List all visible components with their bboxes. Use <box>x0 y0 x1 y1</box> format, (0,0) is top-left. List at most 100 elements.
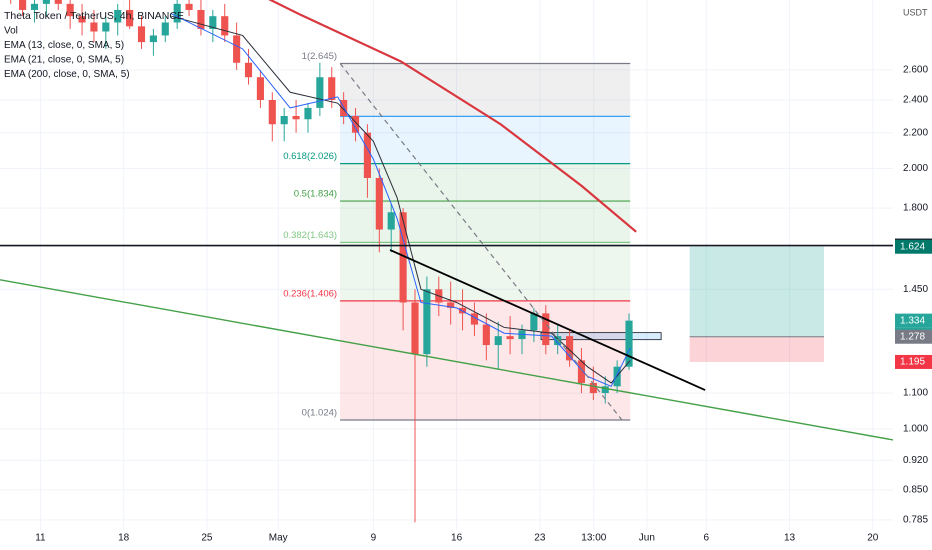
price-tag-label: 1.334 <box>900 315 925 326</box>
candle-body <box>387 212 395 230</box>
candle-body <box>351 115 360 133</box>
y-tick-label: 0.785 <box>903 514 928 525</box>
fib-zone <box>340 63 631 117</box>
candle-body <box>506 336 514 340</box>
overlay-line <box>0 279 893 441</box>
y-tick-label: 2.200 <box>903 127 928 138</box>
candle-body <box>470 313 479 325</box>
y-tick-label: 1.000 <box>903 424 928 435</box>
candle-body <box>256 77 264 101</box>
y-tick-label: 0.850 <box>903 485 928 496</box>
candle-body <box>363 132 371 179</box>
fib-zone <box>340 242 631 301</box>
candle-body <box>66 3 74 17</box>
candle-body <box>233 35 241 63</box>
candle-body <box>268 100 276 125</box>
candle-body <box>542 313 550 346</box>
candle-body <box>280 115 288 125</box>
candle-body <box>185 3 193 10</box>
candle-body <box>589 382 597 394</box>
candle-body <box>149 35 157 43</box>
candle-body <box>114 9 122 23</box>
legend-entry: EMA (13, close, 0, SMA, 5) <box>4 40 124 51</box>
candle-body <box>78 16 86 23</box>
x-tick-label: May <box>269 533 288 544</box>
price-axis: 2.600 2.400 2.200 2.000 1.800 1.450 1.100 1.000… <box>895 65 932 525</box>
y-tick-label: 2.600 <box>903 65 928 76</box>
fib-label: 0(1.024) <box>302 407 337 418</box>
candle-body <box>447 302 455 308</box>
y-tick-label: 2.000 <box>903 163 928 174</box>
overlay-line <box>339 63 623 421</box>
y-tick-label: 1.800 <box>903 203 928 214</box>
candle-body <box>42 0 50 4</box>
legend-entry: EMA (21, close, 0, SMA, 5) <box>4 55 124 66</box>
candle-body <box>304 107 312 120</box>
fib-label: 0.618(2.026) <box>283 151 337 162</box>
x-tick-label: 23 <box>534 533 546 544</box>
candle-body <box>197 9 205 29</box>
candle-body <box>173 3 181 23</box>
legend-entry: Vol <box>4 26 18 37</box>
x-tick-label: 16 <box>451 533 463 544</box>
candle-body <box>161 22 169 36</box>
candle-body <box>601 386 609 394</box>
x-tick-label: 6 <box>704 533 710 544</box>
candle-body <box>554 336 562 346</box>
candle-body <box>375 178 383 230</box>
y-tick-label: 1.100 <box>903 388 928 399</box>
candle-body <box>292 115 300 120</box>
x-tick-label: 25 <box>201 533 213 544</box>
candle-body <box>566 336 574 361</box>
candle-body <box>577 360 586 383</box>
fib-zone <box>340 201 631 243</box>
x-tick-label: Jun <box>639 533 655 544</box>
x-tick-label: 11 <box>35 533 46 544</box>
price-tag <box>895 354 932 369</box>
candle-body <box>221 16 229 36</box>
y-tick-label: 2.400 <box>903 95 928 106</box>
candle-body <box>244 62 253 78</box>
candle-body <box>126 9 134 27</box>
price-tag <box>895 329 932 344</box>
price-tag-label: 1.624 <box>900 241 925 252</box>
chart-title: Theta Token / TetherUS, 4h, BINANCE <box>4 10 184 22</box>
candle-body <box>494 336 502 346</box>
candle-body <box>625 320 633 367</box>
x-tick-label: 18 <box>118 533 130 544</box>
price-tag <box>895 313 932 328</box>
overlay-line <box>268 0 637 233</box>
fib-zone <box>340 300 631 420</box>
overlay-line <box>171 15 631 384</box>
x-tick-label: 9 <box>371 533 377 544</box>
candle-body <box>19 0 27 10</box>
y-tick-label: 0.920 <box>903 455 928 466</box>
fib-label: 0.236(1.406) <box>283 288 337 299</box>
position-stop <box>689 336 825 362</box>
price-tag-label: 1.278 <box>900 331 925 342</box>
position-target <box>689 246 825 337</box>
fib-label: 0.382(1.643) <box>283 230 337 241</box>
x-tick-label: 13 <box>784 533 796 544</box>
candle-body <box>328 77 336 101</box>
x-tick-label: 20 <box>867 533 879 544</box>
axis-unit: USDT <box>903 7 928 17</box>
plot-area: 1(2.645) 0.618(2.026) 0.5(1.834) 0.382(1.64… <box>0 0 893 530</box>
x-tick-label: 13:00 <box>581 533 606 544</box>
candle-body <box>209 16 217 29</box>
price-tag-label: 1.195 <box>900 357 925 368</box>
legend: Theta Token / TetherUS, 4h, BINANCE Vol E… <box>4 10 184 80</box>
fib-zone <box>340 163 631 202</box>
candle-body <box>316 77 324 108</box>
candle-body <box>482 324 490 346</box>
candle-body <box>423 289 431 355</box>
candle-body <box>102 22 110 32</box>
zone <box>540 332 662 341</box>
y-tick-label: 1.450 <box>903 284 928 295</box>
fib-label: 1(2.645) <box>302 51 337 62</box>
fib-label: 0.5(1.834) <box>294 189 337 200</box>
legend-entry: EMA (200, close, 0, SMA, 5) <box>4 69 130 80</box>
candle-body <box>54 0 62 4</box>
candle-body <box>399 212 407 303</box>
